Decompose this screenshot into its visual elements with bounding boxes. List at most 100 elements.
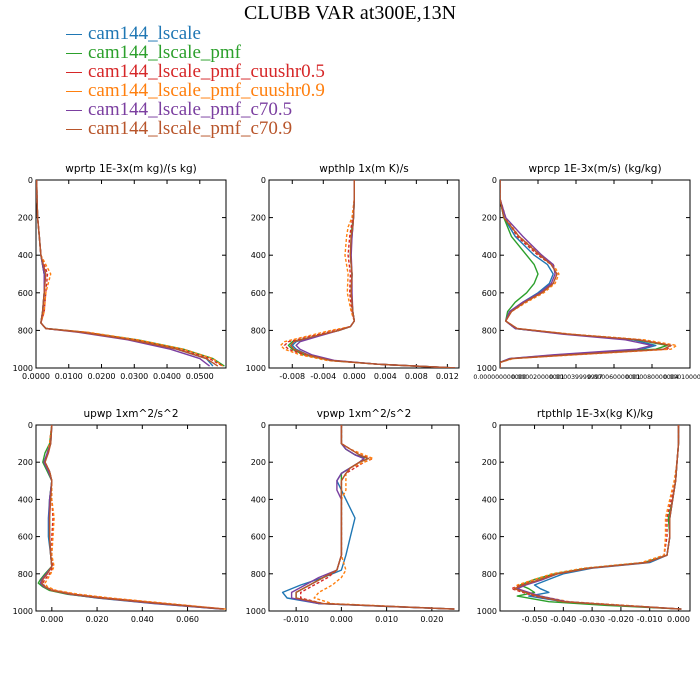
- x-tick-label: 0.060: [176, 615, 199, 624]
- chart-panel: wpthlp 1x(m K)/s -0.008 -0.004 0.000 0.004 0.…: [246, 163, 460, 381]
- x-tick-label: 0.0500: [186, 372, 214, 381]
- plot-frame: [499, 179, 691, 369]
- x-tick-label: -0.010: [637, 615, 663, 624]
- y-tick-label: 0: [28, 421, 33, 430]
- x-tick-label: 0.0400: [153, 372, 181, 381]
- y-tick-label: 200: [482, 458, 497, 467]
- y-tick-label: 1000: [246, 607, 266, 616]
- y-tick-label: 600: [18, 289, 33, 298]
- figure-title: CLUBB VAR at300E,13N: [243, 2, 457, 24]
- series-line: [500, 180, 678, 368]
- y-tick-label: 1000: [477, 607, 497, 616]
- x-tick-label: 0.000000000000: [473, 374, 526, 381]
- series-line: [300, 425, 455, 610]
- series-line: [528, 425, 682, 610]
- series-line: [281, 425, 455, 610]
- legend-label: cam144_lscale_pmf_c70.9: [88, 118, 293, 139]
- y-tick-label: 600: [482, 289, 497, 298]
- series-group: [281, 425, 455, 610]
- x-tick-label: 0.020: [86, 615, 109, 624]
- x-tick-label: 0.008: [405, 372, 428, 381]
- y-tick-label: 400: [482, 495, 497, 504]
- x-tick-label: 0.040: [131, 615, 154, 624]
- y-tick-label: 600: [482, 533, 497, 542]
- x-tick-label: -0.040: [550, 615, 576, 624]
- series-line: [500, 180, 672, 368]
- plot-frame: [35, 424, 227, 612]
- legend-label: cam144_lscale_pmf_cuushr0.5: [88, 61, 325, 82]
- series-group: [36, 180, 225, 367]
- chart-title: wprtp 1E-3x(m kg)/(s kg): [65, 163, 196, 175]
- legend-item: cam144_lscale: [66, 24, 325, 43]
- x-tick-label: 0.000080000004: [625, 374, 678, 381]
- y-tick-label: 800: [18, 570, 33, 579]
- y-tick-label: 200: [18, 458, 33, 467]
- legend-swatch: [66, 34, 82, 36]
- y-tick-label: 0: [492, 421, 497, 430]
- y-tick-label: 0: [28, 176, 33, 185]
- legend-swatch: [66, 91, 82, 93]
- y-tick-label: 200: [18, 214, 33, 223]
- series-line: [291, 180, 456, 368]
- series-line: [500, 180, 653, 368]
- chart-panel: upwp 1xm^2/s^2 0.000 0.020 0.040 0.060 0 200 40…: [13, 408, 227, 624]
- x-tick-label: 0.0000: [22, 372, 50, 381]
- y-tick-label: 800: [251, 570, 266, 579]
- x-tick-label: 0.020: [420, 615, 443, 624]
- legend-swatch: [66, 129, 82, 131]
- chart-panel: wprcp 1E-3x(m/s) (kg/kg) 0.000000000000 0.…: [473, 163, 700, 381]
- legend-label: cam144_lscale: [88, 23, 201, 44]
- series-line: [283, 180, 456, 368]
- y-tick-label: 200: [251, 214, 266, 223]
- series-group: [279, 180, 456, 368]
- chart-panel: wprtp 1E-3x(m kg)/(s kg) 0.0000 0.0100 0.02…: [13, 163, 227, 381]
- x-tick-label: -0.008: [279, 372, 305, 381]
- series-line: [295, 425, 455, 610]
- x-tick-label: -0.050: [522, 615, 548, 624]
- x-tick-label: 0.0300: [120, 372, 148, 381]
- y-tick-label: 400: [251, 251, 266, 260]
- series-line: [36, 180, 224, 367]
- chart-panel: vpwp 1xm^2/s^2 -0.010 0.000 0.010 0.020 0 200 4…: [246, 408, 460, 624]
- legend-item: cam144_lscale_pmf: [66, 43, 325, 62]
- y-tick-label: 0: [492, 176, 497, 185]
- series-line: [36, 180, 219, 367]
- y-tick-label: 0: [261, 176, 266, 185]
- series-line: [295, 425, 455, 610]
- y-tick-label: 800: [482, 570, 497, 579]
- x-tick-label: 0.010: [375, 615, 398, 624]
- y-tick-label: 600: [251, 289, 266, 298]
- x-tick-label: 0.012: [436, 372, 459, 381]
- series-line: [39, 425, 222, 610]
- series-line: [313, 425, 455, 610]
- legend-label: cam144_lscale_pmf_cuushr0.9: [88, 80, 325, 101]
- x-tick-label: -0.004: [310, 372, 336, 381]
- x-tick-label: 0.000060000001: [587, 374, 640, 381]
- y-tick-label: 1000: [13, 364, 33, 373]
- y-tick-label: 400: [251, 495, 266, 504]
- legend-item: cam144_lscale_pmf_c70.5: [66, 100, 325, 119]
- series-group: [500, 180, 678, 368]
- plot-frame: [499, 424, 691, 612]
- series-line: [44, 425, 226, 610]
- series-line: [295, 180, 456, 368]
- series-group: [510, 425, 682, 610]
- x-tick-label: 0.000: [330, 615, 353, 624]
- x-tick-label: 0.000: [667, 615, 690, 624]
- y-tick-label: 600: [18, 533, 33, 542]
- y-tick-label: 400: [18, 251, 33, 260]
- legend-swatch: [66, 53, 82, 55]
- legend-swatch: [66, 110, 82, 112]
- legend-item: cam144_lscale_pmf_c70.9: [66, 119, 325, 138]
- y-tick-label: 400: [18, 495, 33, 504]
- y-tick-label: 800: [482, 326, 497, 335]
- series-line: [41, 425, 222, 610]
- chart-title: wprcp 1E-3x(m/s) (kg/kg): [528, 163, 661, 175]
- y-tick-label: 800: [18, 326, 33, 335]
- x-tick-label: 0.000039999997: [549, 374, 602, 381]
- y-tick-label: 1000: [246, 364, 266, 373]
- chart-panel: rtpthlp 1E-3x(kg K)/kg -0.050 -0.040 -0.030…: [477, 408, 691, 624]
- x-tick-label: -0.020: [608, 615, 634, 624]
- y-tick-label: 1000: [477, 364, 497, 373]
- series-line: [36, 180, 225, 367]
